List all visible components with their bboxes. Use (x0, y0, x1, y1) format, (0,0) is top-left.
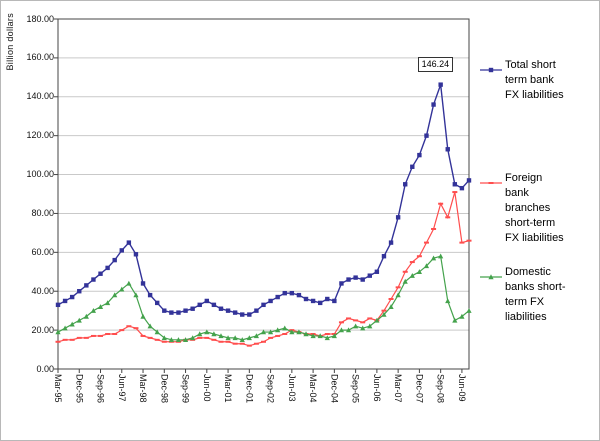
legend-marker-icon (479, 62, 505, 80)
legend-marker-icon (479, 269, 505, 287)
x-tick-label: Mar-98 (138, 374, 149, 403)
x-tick-label: Mar-95 (53, 374, 63, 403)
x-tick-label: Dec-95 (74, 374, 85, 404)
x-tick-label: Sep-08 (435, 374, 446, 404)
legend-entry-2: Domestic banks short- term FX liabilitie… (479, 265, 599, 325)
y-tick-label: 120.00 (26, 130, 54, 141)
y-tick-label: 0.00 (36, 363, 54, 374)
legend-entry-0: Total short term bank FX liabilities (479, 58, 599, 103)
peak-annotation: 146.24 (417, 56, 454, 72)
plot-border (57, 18, 470, 370)
legend-label: Total short term bank FX liabilities (505, 59, 564, 101)
x-tick-label: Sep-96 (95, 374, 106, 404)
series-markers-0 (55, 82, 472, 317)
y-tick-label: 60.00 (31, 246, 54, 257)
x-tick-label: Sep-05 (350, 374, 361, 404)
legend-marker-icon (479, 175, 505, 193)
x-tick-label: Sep-02 (265, 374, 276, 404)
x-tick-label: Jun-00 (201, 374, 212, 402)
legend-label: Foreign bank branches short-term FX liab… (505, 172, 564, 244)
legend-label: Domestic banks short- term FX liabilitie… (505, 266, 566, 323)
x-tick-label: Jun-97 (116, 374, 127, 402)
x-tick-label: Jun-03 (286, 374, 297, 402)
y-tick-label: 160.00 (26, 52, 54, 63)
x-tick-label: Jun-09 (456, 374, 467, 402)
y-tick-label: 100.00 (26, 169, 54, 180)
x-tick-label: Sep-99 (180, 374, 191, 404)
x-tick-label: Dec-07 (414, 374, 425, 404)
series-markers-1 (55, 191, 472, 347)
y-tick-label: 80.00 (31, 207, 54, 218)
y-tick-label: 180.00 (26, 13, 54, 24)
x-tick-label: Mar-07 (393, 374, 404, 403)
series-markers-2 (55, 253, 472, 343)
y-tick-label: 140.00 (26, 91, 54, 102)
x-tick-label: Dec-01 (244, 374, 255, 404)
y-tick-label: 20.00 (31, 324, 54, 335)
x-tick-label: Mar-01 (223, 374, 234, 403)
legend-entry-1: Foreign bank branches short-term FX liab… (479, 171, 599, 246)
series-line-1 (57, 191, 470, 347)
x-tick-label: Mar-04 (308, 374, 319, 403)
x-tick-label: Jun-06 (371, 374, 382, 402)
x-tick-label: Dec-04 (329, 374, 340, 404)
x-tick-label: Dec-98 (159, 374, 170, 404)
y-tick-label: 40.00 (31, 285, 54, 296)
